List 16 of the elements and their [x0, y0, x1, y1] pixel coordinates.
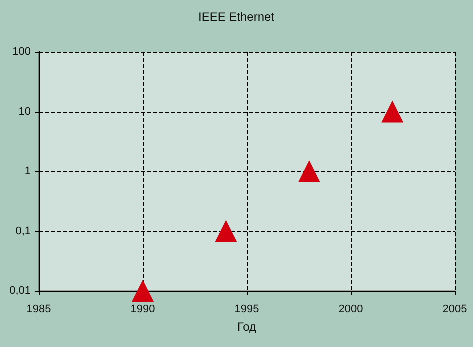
x-axis-title: Год	[237, 320, 257, 334]
point	[298, 160, 320, 182]
x-tick-label: 2005	[442, 304, 468, 316]
x-tick-label: 2000	[338, 304, 364, 316]
y-tick-label: 10	[18, 106, 31, 118]
point	[215, 220, 238, 242]
y-tick-label: 100	[12, 46, 31, 58]
x-tick-label: 1990	[130, 304, 156, 316]
y-tick-label: 0,01	[10, 285, 31, 297]
chart-title: IEEE Ethernet	[198, 10, 276, 24]
point	[132, 280, 154, 302]
y-tick-label: 0,1	[16, 225, 31, 238]
x-tick-label: 1985	[26, 304, 52, 316]
point	[382, 100, 404, 123]
x-tick-label: 1995	[234, 304, 260, 316]
y-tick-label: 1	[24, 166, 31, 178]
